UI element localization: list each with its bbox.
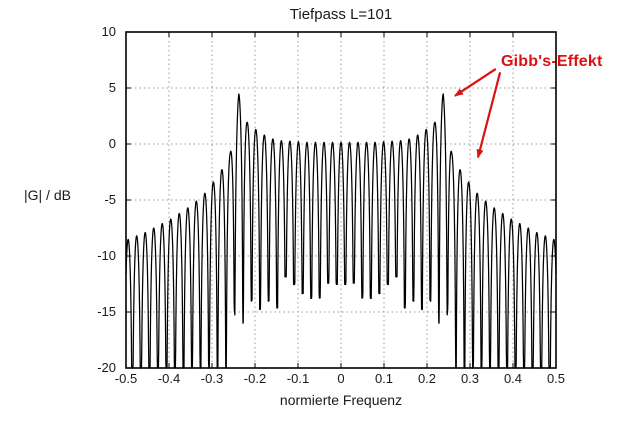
gibbs-annotation-label: Gibb's-Effekt [501, 53, 603, 70]
y-tick-label: 0 [108, 136, 116, 151]
y-tick-label: -10 [97, 248, 116, 263]
y-tick-label: -20 [97, 360, 116, 375]
x-tick-label: -0.1 [286, 371, 310, 386]
y-tick-label: -5 [104, 192, 116, 207]
x-tick-label: 0.3 [460, 371, 480, 386]
x-tick-label: 0.1 [374, 371, 394, 386]
x-axis-label: normierte Frequenz [279, 392, 403, 408]
y-tick-label: 10 [101, 24, 116, 39]
annotation-arrow [476, 72, 502, 159]
y-axis-label: |G| / dB [24, 187, 71, 203]
x-tick-label: -0.4 [157, 371, 181, 386]
x-tick-label: -0.3 [200, 371, 224, 386]
annotation-arrow [454, 68, 497, 97]
y-tick-label: 5 [108, 80, 116, 95]
x-tick-label: 0 [337, 371, 345, 386]
magnitude-response-curve [125, 93, 557, 369]
x-tick-label: 0.4 [503, 371, 523, 386]
x-tick-label: 0.2 [417, 371, 437, 386]
chart-title: Tiefpass L=101 [289, 6, 393, 23]
x-tick-label: -0.2 [243, 371, 267, 386]
x-tick-label: -0.5 [114, 371, 138, 386]
y-tick-label: -15 [97, 304, 116, 319]
x-tick-label: 0.5 [546, 371, 566, 386]
